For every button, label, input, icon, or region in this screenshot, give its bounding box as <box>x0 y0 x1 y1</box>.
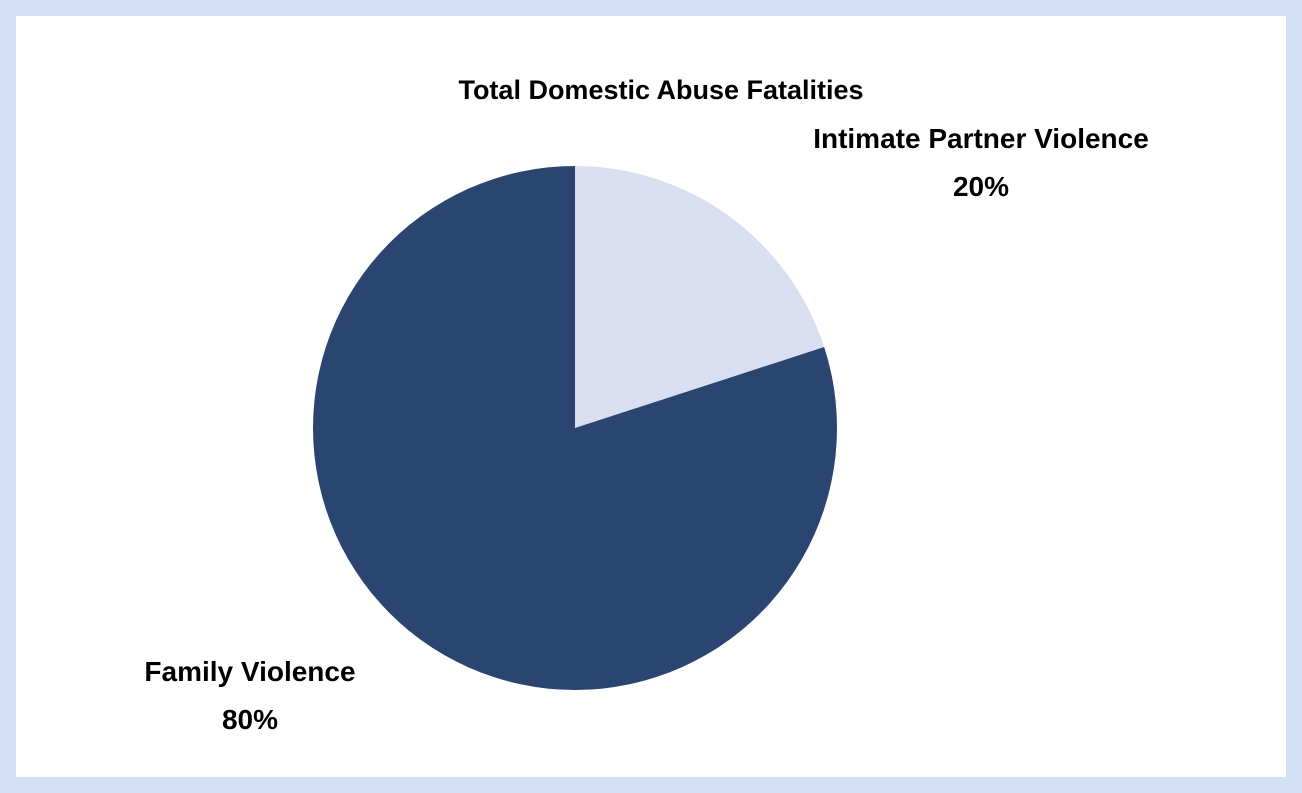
slice-value-label: 80% <box>222 704 278 735</box>
slice-value-label: 20% <box>953 171 1009 202</box>
pie-slice-intimate-partner-violence <box>575 166 825 428</box>
chart-title: Total Domestic Abuse Fatalities <box>458 75 863 105</box>
pie-slices <box>313 166 838 690</box>
slice-label-intimate-partner-violence: Intimate Partner Violence 20% <box>813 123 1149 202</box>
chart-panel: Total Domestic Abuse Fatalities Intimate… <box>16 16 1286 777</box>
slice-category-label: Family Violence <box>144 656 355 687</box>
slice-category-label: Intimate Partner Violence <box>813 123 1149 154</box>
slice-label-family-violence: Family Violence 80% <box>144 656 355 735</box>
pie-slice-family-violence <box>313 166 838 690</box>
pie-chart: Total Domestic Abuse Fatalities Intimate… <box>144 75 1149 735</box>
